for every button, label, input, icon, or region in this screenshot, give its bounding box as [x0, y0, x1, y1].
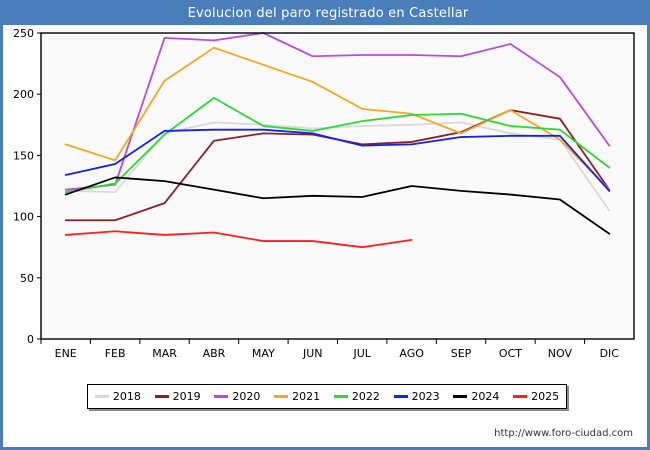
y-tick-label: 100	[13, 211, 34, 224]
legend-item-2024[interactable]: 2024	[453, 390, 499, 403]
plot-background-rect	[41, 33, 634, 339]
x-tick-label: OCT	[499, 347, 522, 360]
legend-item-2018[interactable]: 2018	[94, 390, 141, 403]
legend-swatch-icon	[393, 395, 408, 398]
legend-swatch-icon	[214, 395, 229, 398]
legend-label: 2024	[471, 390, 500, 403]
axis-frame	[40, 32, 635, 340]
line-chart: 0 50 100 150 200 250 ENE FEB MAR ABR MAY JUN JUL AGO…	[13, 27, 635, 360]
legend-label: 2021	[292, 390, 321, 403]
x-tick-label: JUL	[352, 347, 371, 360]
legend-swatch-icon	[513, 395, 528, 398]
legend-swatch-icon	[94, 395, 109, 398]
x-tick-label: JUN	[302, 347, 323, 360]
y-tick-label: 250	[13, 27, 34, 40]
plot-area: 0 50 100 150 200 250 ENE FEB MAR ABR MAY JUN JUL AGO…	[3, 25, 650, 365]
series-line-2023	[64, 128, 611, 192]
series-line-2024	[64, 176, 611, 235]
legend-swatch-icon	[453, 395, 468, 398]
series-line-2021	[64, 46, 611, 191]
legend-label: 2020	[232, 390, 261, 403]
legend-label: 2019	[172, 390, 201, 403]
x-tick-label: SEP	[451, 347, 472, 360]
x-tick-label: ABR	[203, 347, 226, 360]
legend-label: 2018	[112, 390, 141, 403]
y-tick-label: 150	[13, 149, 34, 162]
x-tick-label: AGO	[399, 347, 424, 360]
x-tick-label: DIC	[600, 347, 620, 360]
x-tick-label: NOV	[548, 347, 573, 360]
x-tick-label: FEB	[105, 347, 126, 360]
data-series-group	[64, 32, 611, 249]
x-axis-tick-labels: ENE FEB MAR ABR MAY JUN JUL AGO SEP OCT NOV DIC	[40, 339, 620, 360]
legend-item-2019[interactable]: 2019	[154, 390, 201, 403]
legend-item-2020[interactable]: 2020	[214, 390, 260, 403]
y-axis-tick-labels: 0 50 100 150 200 250	[13, 27, 41, 346]
legend-swatch-icon	[333, 395, 348, 398]
legend-item-2022[interactable]: 2022	[333, 390, 380, 403]
window-title: Evolucion del paro registrado en Castell…	[3, 3, 650, 25]
series-line-2022	[64, 96, 611, 194]
y-tick-label: 200	[13, 88, 34, 101]
x-tick-label: ENE	[55, 347, 77, 360]
legend-item-2021[interactable]: 2021	[274, 390, 320, 403]
series-line-2020	[64, 32, 611, 191]
plot-background	[41, 33, 634, 339]
legend-label: 2022	[351, 390, 380, 403]
x-tick-label: MAY	[252, 347, 275, 360]
legend-label: 2023	[411, 390, 440, 403]
legend-label: 2025	[531, 390, 560, 403]
axis-border	[40, 32, 635, 340]
legend-swatch-icon	[154, 395, 169, 398]
y-tick-label: 0	[27, 333, 34, 346]
watermark-url: http://www.foro-ciudad.com	[494, 428, 633, 439]
chart-legend: 2018 2019 2020 2021 2022 2023 2024 2025	[87, 384, 567, 409]
x-tick-label: MAR	[152, 347, 177, 360]
legend-swatch-icon	[274, 395, 289, 398]
legend-item-2023[interactable]: 2023	[393, 390, 440, 403]
y-tick-label: 50	[20, 272, 34, 285]
legend-item-2025[interactable]: 2025	[513, 390, 559, 403]
series-line-2025	[64, 230, 413, 249]
